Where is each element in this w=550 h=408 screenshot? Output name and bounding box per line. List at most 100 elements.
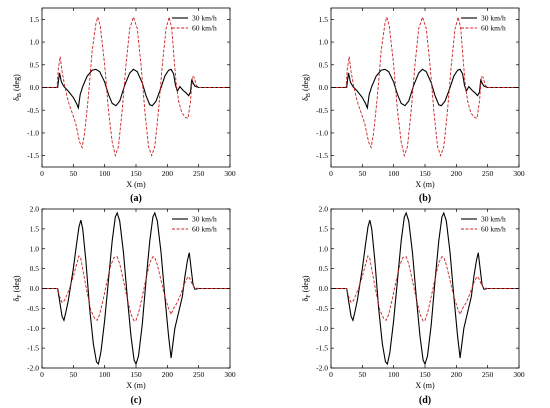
panel-label: (d) — [419, 395, 431, 406]
series-line-dashed — [42, 254, 230, 322]
y-tick-label: 0.5 — [319, 264, 329, 273]
x-tick-label: 50 — [70, 370, 78, 379]
x-tick-label: 250 — [193, 370, 205, 379]
y-tick-label: -1.0 — [27, 324, 39, 333]
y-tick-label: 0.5 — [319, 60, 329, 69]
panel-label: (a) — [130, 193, 142, 204]
legend-label: 60 km/h — [481, 24, 506, 33]
legend-label: 30 km/h — [481, 215, 506, 224]
y-axis-title-subscript: B — [17, 93, 23, 97]
y-tick-label: -1.5 — [316, 344, 328, 353]
x-tick-label: 200 — [451, 370, 463, 379]
chart-panel-b: 0 50 100 150 200 250 300 -1.5 -1.0 -0.5 0.0 0.5 1.0 1… — [301, 7, 525, 204]
y-axis-title-symbol: δ — [301, 97, 310, 101]
chart-panel-d: 0 50 100 150 200 250 300 -2.0 -1.5 -1.0 -0.5 0.0 0.5… — [301, 205, 525, 406]
y-tick-label: -0.5 — [27, 304, 39, 313]
y-tick-label: 2.0 — [319, 205, 329, 214]
y-axis-title-symbol: δ — [12, 298, 21, 302]
x-tick-label: 50 — [359, 370, 367, 379]
y-tick-label: 1.0 — [319, 244, 329, 253]
chart-panel-a: 0 50 100 150 200 250 300 -1.5 -1.0 -0.5 0.0 0.5 1.0 1… — [12, 7, 236, 204]
y-tick-label: 0.0 — [30, 83, 40, 92]
y-tick-label: 1.5 — [30, 15, 40, 24]
y-axis-title-symbol: δ — [12, 97, 21, 101]
y-tick-label: 1.5 — [30, 224, 40, 233]
y-axis-title-unit: (deg) — [12, 275, 21, 294]
y-tick-label: 1.5 — [319, 15, 329, 24]
x-tick-label: 300 — [224, 169, 236, 178]
x-tick-label: 150 — [130, 169, 142, 178]
y-axis-title: δF (deg) — [301, 275, 312, 301]
series-line-solid — [42, 68, 230, 111]
legend-label: 60 km/h — [481, 225, 506, 234]
x-tick-label: 100 — [99, 370, 111, 379]
series-line-dashed — [42, 15, 230, 158]
x-tick-label: 300 — [513, 169, 525, 178]
panel-label: (c) — [130, 395, 141, 406]
chart-panel-c: 0 50 100 150 200 250 300 -2.0 -1.5 -1.0 -0.5 0.0 0.5… — [12, 205, 236, 406]
y-tick-label: -1.0 — [27, 129, 39, 138]
x-axis-title: X (m) — [415, 381, 435, 390]
y-tick-label: 0.0 — [319, 83, 329, 92]
series-line-dashed — [331, 15, 519, 158]
x-axis-title: X (m) — [415, 180, 435, 189]
y-axis-title: δB (deg) — [12, 74, 23, 101]
x-axis-title: X (m) — [126, 381, 146, 390]
series-line-solid — [331, 68, 519, 111]
x-tick-label: 200 — [451, 169, 463, 178]
x-tick-label: 200 — [162, 169, 174, 178]
y-tick-label: 1.5 — [319, 224, 329, 233]
y-tick-label: 1.0 — [30, 244, 40, 253]
y-axis-title-unit: (deg) — [301, 275, 310, 294]
y-axis-title: δB (deg) — [301, 74, 312, 101]
x-tick-label: 50 — [70, 169, 78, 178]
y-tick-label: -0.5 — [316, 304, 328, 313]
x-axis-title: X (m) — [126, 180, 146, 189]
x-tick-label: 0 — [40, 370, 44, 379]
y-tick-label: 2.0 — [30, 205, 40, 214]
x-tick-label: 100 — [388, 169, 400, 178]
x-tick-label: 0 — [329, 169, 333, 178]
x-tick-label: 0 — [40, 169, 44, 178]
x-tick-label: 250 — [482, 169, 494, 178]
y-tick-label: 1.0 — [319, 38, 329, 47]
y-tick-label: 0.5 — [30, 264, 40, 273]
y-tick-label: 0.5 — [30, 60, 40, 69]
x-tick-label: 300 — [513, 370, 525, 379]
x-tick-label: 100 — [99, 169, 111, 178]
y-axis-title-subscript: B — [306, 93, 312, 97]
y-tick-label: -1.5 — [27, 151, 39, 160]
x-tick-label: 150 — [419, 169, 431, 178]
legend-label: 30 km/h — [481, 14, 506, 23]
y-axis-title-unit: (deg) — [301, 74, 310, 93]
legend-label: 60 km/h — [192, 225, 217, 234]
x-tick-label: 100 — [388, 370, 400, 379]
x-tick-label: 250 — [193, 169, 205, 178]
y-tick-label: -0.5 — [27, 106, 39, 115]
panel-label: (b) — [419, 193, 431, 204]
y-axis-title-subscript: F — [17, 294, 23, 298]
legend-label: 30 km/h — [192, 215, 217, 224]
y-tick-label: 0.0 — [30, 284, 40, 293]
x-tick-label: 150 — [130, 370, 142, 379]
x-tick-label: 300 — [224, 370, 236, 379]
y-tick-label: 0.0 — [319, 284, 329, 293]
y-tick-label: 1.0 — [30, 38, 40, 47]
y-tick-label: -0.5 — [316, 106, 328, 115]
y-axis-title-symbol: δ — [301, 298, 310, 302]
legend-label: 30 km/h — [192, 14, 217, 23]
series-line-dashed — [331, 254, 519, 322]
y-axis-title-subscript: F — [306, 294, 312, 298]
y-tick-label: -2.0 — [316, 364, 328, 373]
y-tick-label: -1.0 — [316, 129, 328, 138]
y-axis-title: δF (deg) — [12, 275, 23, 301]
y-tick-label: -2.0 — [27, 364, 39, 373]
y-tick-label: -1.5 — [316, 151, 328, 160]
x-tick-label: 250 — [482, 370, 494, 379]
y-axis-title-unit: (deg) — [12, 74, 21, 93]
y-tick-label: -1.5 — [27, 344, 39, 353]
legend-label: 60 km/h — [192, 24, 217, 33]
y-tick-label: -1.0 — [316, 324, 328, 333]
x-tick-label: 50 — [359, 169, 367, 178]
